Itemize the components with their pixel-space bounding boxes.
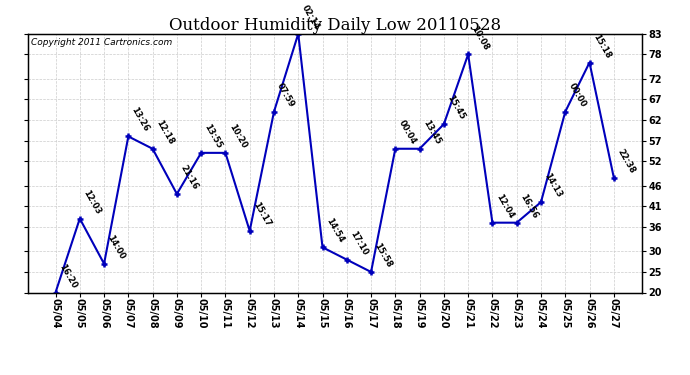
Text: 00:00: 00:00: [566, 82, 588, 109]
Text: 14:13: 14:13: [542, 172, 564, 200]
Text: 00:04: 00:04: [397, 118, 417, 146]
Text: 22:38: 22:38: [615, 147, 636, 175]
Text: 14:54: 14:54: [324, 217, 345, 244]
Text: 15:58: 15:58: [373, 242, 393, 269]
Text: 15:18: 15:18: [591, 32, 612, 60]
Text: 16:56: 16:56: [518, 192, 540, 220]
Text: 15:17: 15:17: [251, 201, 273, 228]
Title: Outdoor Humidity Daily Low 20110528: Outdoor Humidity Daily Low 20110528: [168, 16, 501, 34]
Text: 21:16: 21:16: [178, 164, 199, 191]
Text: 07:59: 07:59: [275, 81, 297, 109]
Text: 10:20: 10:20: [227, 123, 248, 150]
Text: 13:55: 13:55: [203, 122, 224, 150]
Text: 02:14: 02:14: [299, 3, 321, 31]
Text: 12:04: 12:04: [494, 192, 515, 220]
Text: 15:45: 15:45: [445, 93, 466, 122]
Text: 14:00: 14:00: [106, 233, 126, 261]
Text: 10:08: 10:08: [469, 24, 491, 51]
Text: 13:26: 13:26: [130, 106, 151, 134]
Text: 16:20: 16:20: [57, 262, 78, 290]
Text: 17:10: 17:10: [348, 229, 369, 257]
Text: 13:45: 13:45: [421, 118, 442, 146]
Text: 12:03: 12:03: [81, 188, 102, 216]
Text: 12:18: 12:18: [154, 118, 175, 146]
Text: Copyright 2011 Cartronics.com: Copyright 2011 Cartronics.com: [30, 38, 172, 46]
